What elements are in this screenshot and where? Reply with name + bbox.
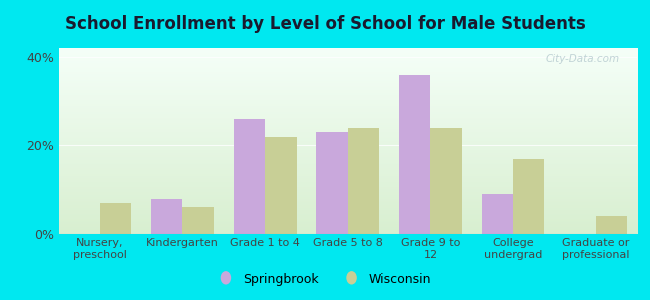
Text: City-Data.com: City-Data.com <box>545 54 619 64</box>
Bar <box>265 136 296 234</box>
Bar <box>430 128 461 234</box>
Bar <box>482 194 513 234</box>
Bar <box>234 119 265 234</box>
Legend: Springbrook, Wisconsin: Springbrook, Wisconsin <box>213 268 437 291</box>
Bar <box>513 159 545 234</box>
Bar <box>595 216 627 234</box>
Bar <box>183 207 214 234</box>
Bar <box>317 132 348 234</box>
Bar <box>151 199 183 234</box>
Bar <box>100 203 131 234</box>
Text: School Enrollment by Level of School for Male Students: School Enrollment by Level of School for… <box>64 15 586 33</box>
Bar <box>399 75 430 234</box>
Bar <box>348 128 379 234</box>
